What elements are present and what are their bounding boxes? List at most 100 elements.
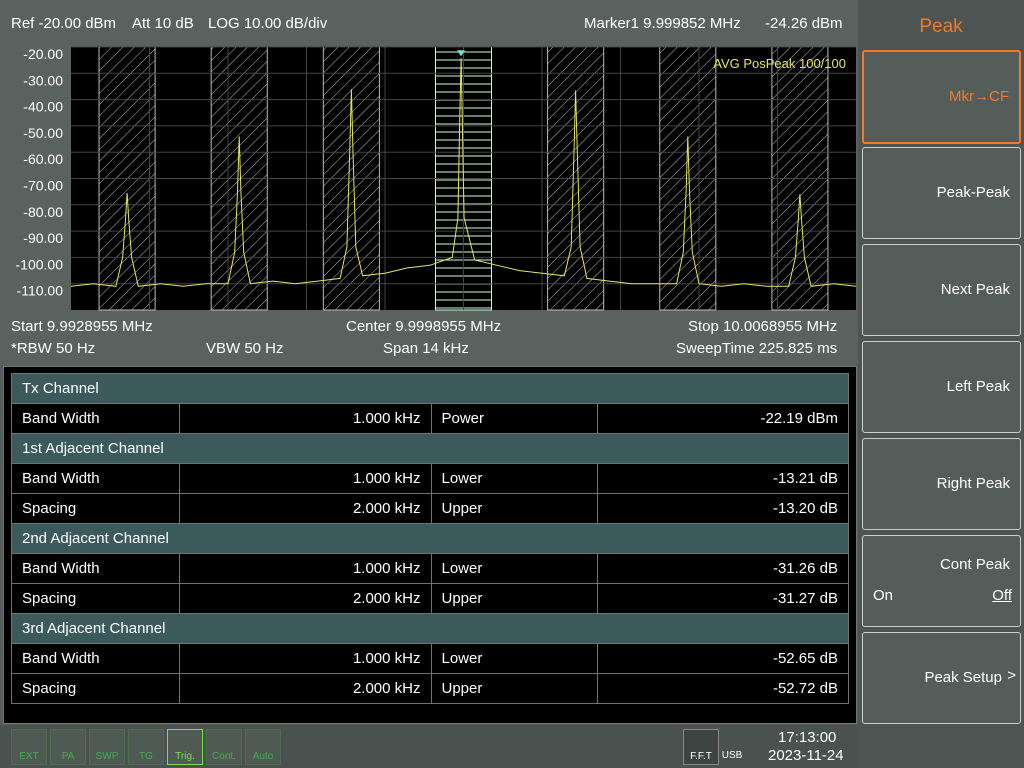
cell: Band Width (10, 643, 181, 674)
data-row: Band Width 1.000 kHz Lower -31.26 dB (10, 553, 850, 584)
section-row: 1st Adjacent Channel (11, 433, 849, 464)
cell: Band Width (10, 463, 181, 494)
softkey-label: Right Peak (936, 475, 1010, 492)
cell: -31.27 dB (596, 583, 850, 614)
y-tick-label: -50.00 (23, 125, 63, 141)
cell: Band Width (10, 553, 181, 584)
status-icon[interactable]: EXT (11, 729, 47, 765)
cell: 2.000 kHz (179, 583, 432, 614)
softkey-label: Mkr→CF (949, 88, 1009, 105)
status-icon-label: TG (139, 751, 153, 762)
section-title: 3rd Adjacent Channel (11, 613, 849, 644)
cell: -13.20 dB (596, 493, 850, 524)
marker (457, 50, 466, 57)
usb-icon: USB (719, 729, 745, 763)
cell: Power (430, 403, 598, 434)
trace (70, 58, 857, 287)
menu-title: Peak (919, 16, 963, 37)
cell: -52.65 dB (596, 643, 850, 674)
status-icon-label: Cont. (212, 751, 236, 762)
rbw: *RBW 50 Hz (11, 340, 96, 357)
y-tick-label: -110.00 (17, 283, 64, 299)
option-on: On (873, 587, 894, 604)
date: 2023-11-24 (768, 747, 844, 764)
status-icon[interactable]: SWP (89, 729, 125, 765)
softkey[interactable]: Peak Setup > (862, 632, 1021, 724)
cell: 2.000 kHz (179, 673, 432, 704)
data-row: Spacing 2.000 kHz Upper -31.27 dB (10, 583, 850, 614)
softkey[interactable]: Next Peak (862, 244, 1021, 336)
softkey-label: Cont Peak (939, 556, 1010, 573)
softkey[interactable]: Mkr→CF (862, 50, 1021, 144)
status-icon-label: SWP (95, 751, 119, 762)
attenuation: Att 10 dB (132, 15, 194, 32)
ref-level: Ref -20.00 dBm (11, 15, 117, 32)
cell: Spacing (10, 673, 181, 704)
data-row: Band Width 1.000 kHz Lower -52.65 dB (10, 643, 850, 674)
status-icon-label: PA (61, 751, 75, 762)
time: 17:13:00 (778, 729, 837, 746)
stop-freq: Stop 10.0068955 MHz (688, 318, 838, 335)
status-icon-label: Trig. (175, 751, 195, 762)
cell: -22.19 dBm (596, 403, 850, 434)
status-icon[interactable]: Auto (245, 729, 281, 765)
softkey[interactable]: Peak-Peak (862, 147, 1021, 239)
data-row: Spacing 2.000 kHz Upper -52.72 dB (10, 673, 850, 704)
data-row: Spacing 2.000 kHz Upper -13.20 dB (10, 493, 850, 524)
spectrum-plot: -20.00 -30.00 -40.00 -50.00 -60.00 -70.00 -80.… (16, 46, 857, 311)
usb-label: USB (721, 750, 743, 761)
cell: Lower (430, 463, 598, 494)
data-row: Band Width 1.000 kHz Lower -13.21 dB (10, 463, 850, 494)
start-freq: Start 9.9928955 MHz (11, 318, 153, 335)
acp-table: Tx Channel Band Width 1.000 kHz Power -22.19… (10, 373, 850, 704)
center-freq: Center 9.9998955 MHz (346, 318, 502, 335)
cell: Lower (430, 643, 598, 674)
section-row: Tx Channel (11, 373, 849, 404)
data-row: Band Width 1.000 kHz Power -22.19 dBm (10, 403, 850, 434)
section-row: 3rd Adjacent Channel (11, 613, 849, 644)
cell: Spacing (10, 493, 181, 524)
status-icon-label: EXT (19, 751, 39, 762)
cell: 1.000 kHz (179, 463, 432, 494)
status-icon[interactable]: Cont. (206, 729, 242, 765)
marker-level: -24.26 dBm (765, 15, 843, 32)
softkey[interactable]: Left Peak (862, 341, 1021, 433)
cell: Upper (430, 493, 598, 524)
cell: Upper (430, 673, 598, 704)
status-icon[interactable]: TG (128, 729, 164, 765)
option-off: Off (992, 587, 1012, 604)
cell: 1.000 kHz (179, 553, 432, 584)
cell: 2.000 kHz (179, 493, 432, 524)
sweep-time: SweepTime 225.825 ms (676, 340, 838, 357)
cell: Band Width (10, 403, 181, 434)
softkey-label: Next Peak (940, 281, 1010, 298)
y-tick-label: -70.00 (23, 178, 63, 194)
vbw: VBW 50 Hz (206, 340, 284, 357)
cell: Upper (430, 583, 598, 614)
trace-annotation: AVG PosPeak 100/100 (713, 56, 846, 71)
softkey-label: Left Peak (946, 378, 1010, 395)
cell: Lower (430, 553, 598, 584)
y-tick-label: -40.00 (23, 99, 63, 115)
fft-icon[interactable]: F.F.T (683, 729, 719, 765)
section-title: 1st Adjacent Channel (11, 433, 849, 464)
section-title: 2nd Adjacent Channel (11, 523, 849, 554)
softkey-label: Peak Setup (924, 669, 1002, 686)
y-tick-label: -100.00 (16, 256, 64, 272)
softkey-label: Peak-Peak (936, 184, 1010, 201)
status-icon-label: Auto (252, 751, 274, 762)
softkey[interactable]: Cont Peak On Off (862, 535, 1021, 627)
cell: -52.72 dB (596, 673, 850, 704)
cell: -31.26 dB (596, 553, 850, 584)
status-icon[interactable]: Trig. (167, 729, 203, 765)
section-row: 2nd Adjacent Channel (11, 523, 849, 554)
scale: LOG 10.00 dB/div (208, 15, 328, 32)
y-tick-label: -30.00 (23, 72, 63, 88)
cell: Spacing (10, 583, 181, 614)
span: Span 14 kHz (383, 340, 469, 357)
status-icon[interactable]: PA (50, 729, 86, 765)
submenu-arrow: > (1007, 667, 1016, 684)
softkey[interactable]: Right Peak (862, 438, 1021, 530)
cell: -13.21 dB (596, 463, 850, 494)
